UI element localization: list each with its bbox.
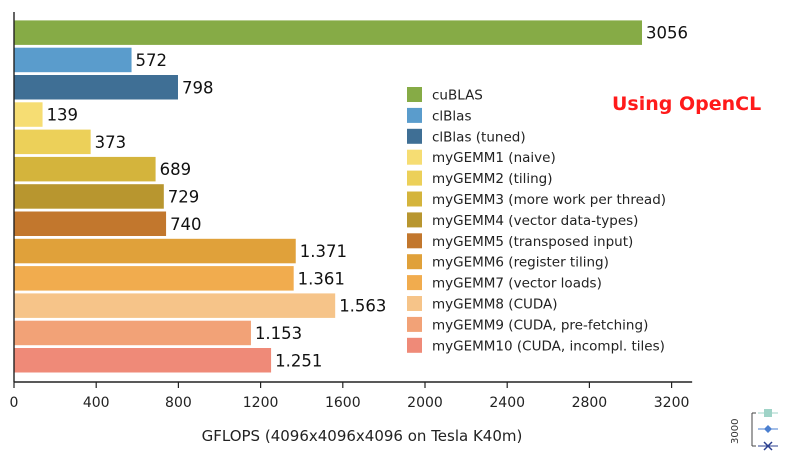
legend-label-2: clBlas [432,108,472,124]
legend-label-8: myGEMM5 (transposed input) [432,234,633,250]
square-marker-icon[interactable] [758,409,778,417]
bar-6 [14,156,156,182]
x-axis-title: GFLOPS (4096x4096x4096 on Tesla K40m) [202,427,523,445]
x-tick-label-0: 0 [10,395,19,411]
legend-swatch-10 [407,275,422,291]
legend-swatch-6 [407,191,422,207]
legend-label-5: myGEMM2 (tiling) [432,171,553,187]
legend-label-3: clBlas (tuned) [432,129,526,145]
bar-2 [14,47,132,73]
value-label-8: 740 [170,215,202,234]
x-tick-label-1: 400 [83,395,110,411]
value-label-2: 572 [136,51,168,70]
mini-widget-label: 3000 [730,419,741,444]
value-label-9: 1.371 [300,242,347,261]
x-tick-label-6: 2400 [489,395,525,411]
bar-11 [14,293,336,318]
bars-group [14,20,643,373]
legend-swatch-7 [407,212,422,228]
value-label-4: 139 [47,106,79,125]
bar-13 [14,348,272,373]
legend-swatch-13 [407,337,422,353]
legend-swatch-4 [407,149,422,165]
value-label-1: 3056 [646,24,688,43]
legend-label-10: myGEMM7 (vector loads) [432,276,602,292]
bar-1 [14,20,643,45]
value-label-3: 798 [182,78,214,97]
legend-swatch-9 [407,254,422,270]
chart-annotation: Using OpenCL [612,93,761,115]
x-tick-label-5: 2000 [407,395,443,411]
legend-label-9: myGEMM6 (register tiling) [432,255,609,271]
bar-4 [14,102,43,127]
value-labels-group: 3056 572 798 139 373 689 729 740 1.371 1.361 1.563… [47,24,688,371]
bar-10 [14,266,294,291]
legend-swatch-12 [407,316,422,332]
legend-label-12: myGEMM9 (CUDA, pre-fetching) [432,317,648,333]
legend-label-4: myGEMM1 (naive) [432,150,556,166]
bar-9 [14,238,296,264]
value-label-10: 1.361 [298,269,345,288]
value-label-13: 1.251 [275,351,322,370]
legend-swatch-1 [407,87,422,102]
value-label-12: 1.153 [255,324,302,343]
legend-label-7: myGEMM4 (vector data-types) [432,213,638,229]
bar-3 [14,75,178,100]
bar-7 [14,184,164,209]
x-tick-label-8: 3200 [654,395,690,411]
value-label-11: 1.563 [339,297,386,316]
cross-marker-icon[interactable] [758,441,778,451]
bar-5 [14,129,91,155]
x-ticks-group: 0 400 800 1200 1600 2000 2400 2800 3200 [10,382,690,411]
legend-label-13: myGEMM10 (CUDA, incompl. tiles) [432,338,665,354]
bar-12 [14,320,251,346]
legend-swatch-5 [407,170,422,186]
diamond-marker-icon[interactable] [758,425,778,433]
bar-8 [14,211,167,236]
value-label-7: 729 [168,187,200,206]
legend-label-1: cuBLAS [432,88,483,104]
legend-label-11: myGEMM8 (CUDA) [432,297,558,313]
x-tick-label-3: 1200 [243,395,279,411]
legend-swatch-8 [407,233,422,249]
legend-swatch-2 [407,107,422,123]
x-tick-label-7: 2800 [572,395,608,411]
legend-swatch-11 [407,296,422,311]
value-label-5: 373 [95,133,127,152]
legend-label-6: myGEMM3 (more work per thread) [432,192,666,208]
legend-swatch-3 [407,128,422,144]
chart-type-mini-widget[interactable]: 3000 [730,409,778,451]
x-tick-label-4: 1600 [325,395,361,411]
x-tick-label-2: 800 [165,395,192,411]
value-label-6: 689 [160,160,192,179]
legend: cuBLAS clBlas clBlas (tuned) myGEMM1 (naive… [407,87,666,354]
